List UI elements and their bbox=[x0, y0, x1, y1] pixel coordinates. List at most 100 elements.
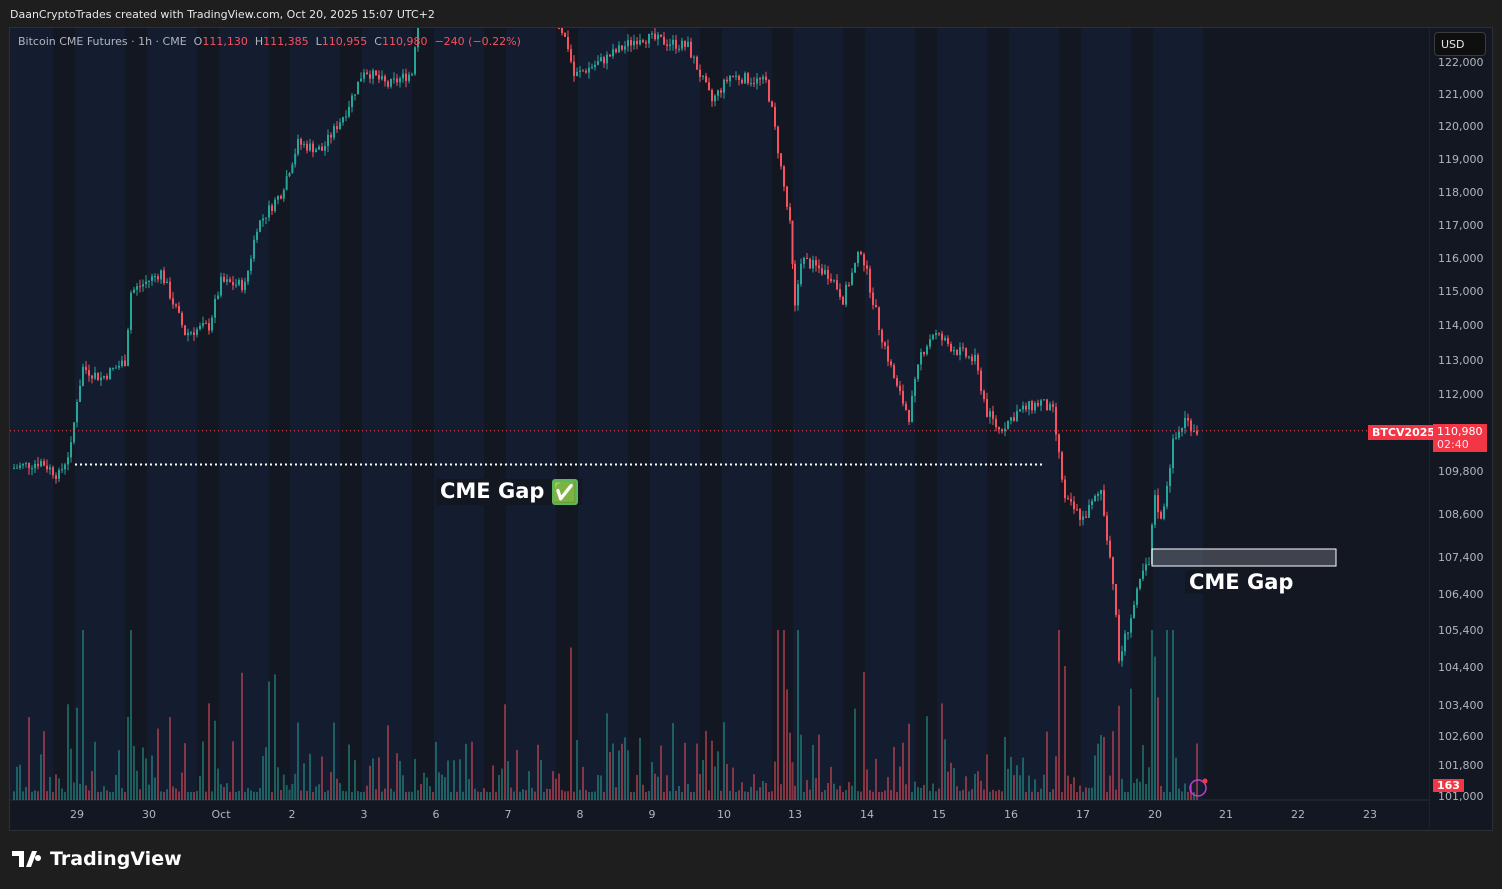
candle-body bbox=[1145, 564, 1147, 571]
volume-bar bbox=[486, 791, 488, 800]
candle-body bbox=[1184, 417, 1186, 428]
candle-body bbox=[202, 323, 204, 326]
volume-bar bbox=[881, 792, 883, 800]
volume-bar bbox=[1145, 783, 1147, 800]
candle-body bbox=[944, 338, 946, 341]
candle-body bbox=[959, 347, 961, 355]
volume-bar bbox=[657, 776, 659, 800]
volume-bar bbox=[459, 759, 461, 800]
volume-bar bbox=[387, 725, 389, 800]
volume-bar bbox=[106, 790, 108, 800]
volume-bar bbox=[786, 689, 788, 800]
volume-bar bbox=[771, 791, 773, 800]
candle-body bbox=[259, 220, 261, 232]
candle-body bbox=[1175, 437, 1177, 439]
volume-bar bbox=[127, 716, 129, 800]
candle-body bbox=[938, 333, 940, 335]
candle-body bbox=[375, 70, 377, 76]
volume-bar bbox=[959, 791, 961, 800]
volume-bar bbox=[474, 788, 476, 800]
candle-body bbox=[256, 231, 258, 240]
volume-bar bbox=[405, 791, 407, 800]
volume-bar bbox=[130, 630, 132, 800]
change-value: −240 (−0.22%) bbox=[434, 35, 521, 48]
candle-body bbox=[869, 268, 871, 293]
symbol-title[interactable]: Bitcoin CME Futures · 1h · CME bbox=[18, 35, 187, 48]
x-tick-label: 3 bbox=[360, 808, 368, 821]
volume-bar bbox=[423, 772, 425, 800]
candle-body bbox=[642, 40, 644, 43]
candle-body bbox=[160, 270, 162, 280]
candle-body bbox=[914, 379, 916, 396]
volume-bar bbox=[920, 787, 922, 800]
candle-body bbox=[989, 411, 991, 417]
y-tick-label: 122,000 bbox=[1438, 56, 1484, 69]
candle-body bbox=[181, 312, 183, 326]
x-tick-label: 23 bbox=[1363, 808, 1377, 821]
volume-bar bbox=[202, 741, 204, 800]
candle-body bbox=[52, 467, 54, 476]
volume-bar bbox=[926, 716, 928, 800]
volume-bar bbox=[61, 788, 63, 800]
volume-bar bbox=[133, 746, 135, 800]
volume-bar bbox=[309, 753, 311, 800]
candle-body bbox=[809, 258, 811, 269]
volume-bar bbox=[1154, 656, 1156, 800]
open-label: O bbox=[193, 35, 203, 48]
volume-bar bbox=[139, 789, 141, 800]
candle-body bbox=[274, 199, 276, 211]
candle-body bbox=[241, 280, 243, 291]
candle-body bbox=[1013, 417, 1015, 421]
candle-body bbox=[980, 370, 982, 392]
volume-bar bbox=[1016, 765, 1018, 800]
price-chart[interactable] bbox=[10, 28, 1430, 828]
volume-bar bbox=[357, 791, 359, 800]
candle-body bbox=[1031, 401, 1033, 411]
volume-bar bbox=[306, 790, 308, 800]
session-band bbox=[793, 28, 843, 800]
x-tick-label: 10 bbox=[717, 808, 731, 821]
candle-body bbox=[714, 95, 716, 102]
candle-body bbox=[121, 360, 123, 366]
currency-button[interactable]: USD bbox=[1434, 32, 1486, 56]
volume-bar bbox=[429, 786, 431, 800]
candle-body bbox=[1007, 420, 1009, 429]
candle-body bbox=[986, 399, 988, 417]
volume-bar bbox=[318, 784, 320, 800]
volume-bar bbox=[40, 754, 42, 800]
volume-bar bbox=[555, 778, 557, 800]
volume-bar bbox=[345, 791, 347, 800]
volume-bar bbox=[558, 773, 560, 800]
ticker-tag: BTCV2025 bbox=[1368, 425, 1440, 440]
candle-body bbox=[780, 153, 782, 167]
volume-bar bbox=[1091, 787, 1093, 800]
candle-body bbox=[43, 460, 45, 466]
tradingview-logo[interactable]: TradingView bbox=[12, 848, 182, 870]
candle-body bbox=[884, 342, 886, 347]
y-tick-label: 108,600 bbox=[1438, 508, 1484, 521]
volume-bar bbox=[857, 791, 859, 800]
volume-bar bbox=[277, 767, 279, 800]
candle-body bbox=[923, 352, 925, 355]
bar-countdown: 02:40 bbox=[1437, 438, 1469, 451]
candle-body bbox=[603, 57, 605, 64]
candle-body bbox=[124, 360, 126, 367]
volume-bar bbox=[669, 791, 671, 800]
candle-body bbox=[172, 298, 174, 305]
candle-body bbox=[1187, 417, 1189, 421]
volume-bar bbox=[765, 783, 767, 800]
candle-body bbox=[974, 354, 976, 362]
candle-body bbox=[848, 284, 850, 286]
x-tick-label: 21 bbox=[1219, 808, 1233, 821]
volume-bar bbox=[681, 791, 683, 800]
candle-body bbox=[22, 463, 24, 466]
volume-bar bbox=[507, 761, 509, 800]
cme-gap-open-label: CME Gap bbox=[1185, 570, 1298, 594]
x-tick-label: 16 bbox=[1004, 808, 1018, 821]
volume-bar bbox=[378, 757, 380, 800]
volume-bar bbox=[190, 791, 192, 800]
candle-body bbox=[142, 284, 144, 287]
candle-body bbox=[411, 74, 413, 76]
high-value: 111,385 bbox=[263, 35, 309, 48]
volume-bar bbox=[791, 762, 794, 800]
